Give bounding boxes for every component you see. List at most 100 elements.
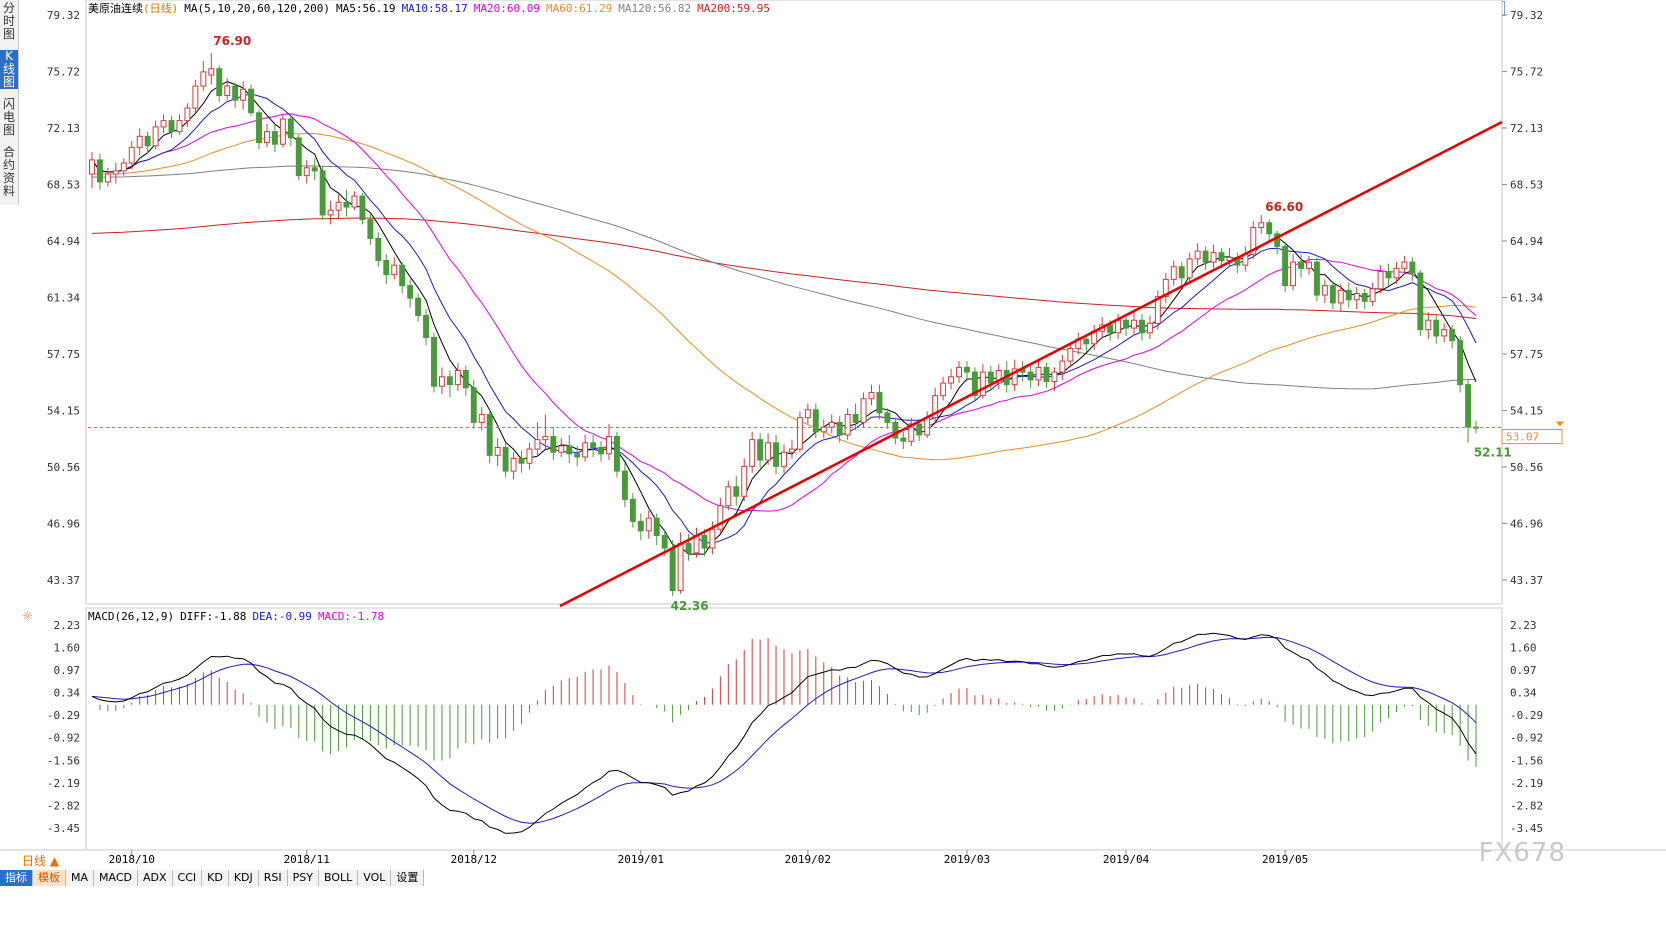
toolbar-kdj[interactable]: KDJ — [228, 870, 259, 886]
macd-axis-label-left: -1.56 — [47, 754, 80, 767]
candle-body — [1202, 250, 1209, 263]
candle-body — [1329, 285, 1336, 304]
candle-body — [192, 85, 199, 109]
tab-flash[interactable]: 闪电图 — [2, 97, 15, 137]
candle — [1067, 342, 1074, 368]
candle-body — [1067, 347, 1074, 362]
toolbar-template[interactable]: 模板 — [33, 870, 66, 886]
period-selector[interactable]: 日线 ▲ — [22, 854, 60, 868]
candle-body — [844, 414, 851, 436]
toolbar-kd[interactable]: KD — [202, 870, 229, 886]
candle-body — [542, 436, 549, 441]
candle-body — [1107, 324, 1114, 334]
candle — [765, 433, 772, 465]
candle — [319, 166, 326, 220]
candle-body — [828, 421, 835, 428]
price-axis-label-right: 50.56 — [1510, 461, 1543, 474]
candle-body — [566, 445, 573, 455]
toolbar-vol[interactable]: VOL — [358, 870, 392, 886]
toolbar-cci[interactable]: CCI — [172, 870, 203, 886]
legend-ma10: MA10:58.17 — [402, 2, 468, 15]
toolbar-settings[interactable]: 设置 — [391, 870, 425, 886]
macd-pane — [85, 607, 1503, 851]
candle-body — [375, 237, 382, 261]
macd-legend-macd: MACD:-1.78 — [318, 610, 384, 623]
candle — [621, 463, 628, 508]
legend-ma-spec: MA(5,10,20,60,120,200) — [184, 2, 330, 15]
toolbar-boll[interactable]: BOLL — [318, 870, 359, 886]
settings-sun-icon[interactable]: ☼ — [22, 609, 33, 623]
tab-kline[interactable]: K线图 — [0, 50, 18, 89]
price-axis-label-left: 54.15 — [47, 405, 80, 418]
candle — [844, 408, 851, 440]
candle — [1162, 273, 1169, 303]
tab-intraday[interactable]: 分时图 — [2, 1, 15, 41]
tab-contract-info[interactable]: 合约资料 — [2, 145, 15, 198]
candle — [812, 403, 819, 439]
candle-body — [924, 417, 931, 436]
candle — [1393, 262, 1400, 285]
candle — [963, 361, 970, 382]
candle — [582, 434, 589, 462]
macd-axis-label-left: -2.82 — [47, 799, 80, 812]
toolbar-macd[interactable]: MACD — [94, 870, 138, 886]
candle-body — [971, 371, 978, 397]
macd-axis-label-right: -3.45 — [1510, 822, 1543, 835]
candle — [1186, 252, 1193, 285]
candle — [311, 158, 318, 181]
candle-body — [176, 120, 183, 133]
toolbar-indicator[interactable]: 指标 — [0, 870, 33, 886]
candle — [1377, 265, 1384, 294]
candle-body — [431, 336, 437, 387]
candle — [645, 510, 652, 539]
candle — [1170, 260, 1177, 286]
toolbar-ma[interactable]: MA — [66, 870, 95, 886]
candle — [287, 115, 294, 146]
candle — [613, 431, 620, 478]
toolbar-adx[interactable]: ADX — [138, 870, 173, 886]
candle — [279, 114, 286, 148]
candle-body — [423, 314, 430, 338]
candle-body — [367, 219, 374, 239]
annotation-low-52-11: 52.11 — [1474, 446, 1512, 460]
candle-body — [462, 370, 469, 389]
candle — [89, 152, 95, 189]
price-axis-label-right: 43.37 — [1510, 574, 1543, 587]
candle — [1401, 255, 1408, 275]
candle — [168, 115, 175, 138]
candle-body — [1194, 250, 1201, 260]
candle-body — [1035, 366, 1042, 381]
candle-body — [979, 371, 986, 397]
candle-body — [868, 392, 875, 400]
candle — [868, 384, 875, 406]
candle-body — [438, 376, 445, 387]
candle-body — [168, 120, 175, 133]
candle-body — [1258, 222, 1265, 228]
date-label: 2018/11 — [284, 853, 330, 866]
annotation-low-42-36: 42.36 — [671, 599, 709, 613]
candle — [1194, 243, 1201, 266]
legend-ma120: MA120:56.82 — [618, 2, 691, 15]
candle — [932, 387, 939, 423]
date-label: 2018/10 — [109, 853, 155, 866]
candle — [804, 403, 811, 424]
candle — [836, 416, 843, 443]
candle — [995, 364, 1002, 390]
candle — [1298, 254, 1304, 278]
candle — [1329, 280, 1336, 310]
candle — [1202, 246, 1209, 270]
legend-ma5: MA5:56.19 — [336, 2, 396, 15]
candle-body — [1115, 319, 1122, 334]
candle — [454, 362, 461, 391]
candle — [701, 529, 708, 556]
candle-body — [733, 486, 740, 497]
toolbar-rsi[interactable]: RSI — [258, 870, 288, 886]
candle — [438, 367, 445, 395]
candle — [494, 438, 501, 467]
toolbar-psy[interactable]: PSY — [287, 870, 319, 886]
legend: 美原油连续(日线) MA(5,10,20,60,120,200) MA5:56.19… — [88, 1, 770, 15]
candle — [240, 81, 247, 110]
price-arrow-icon — [1556, 421, 1564, 427]
candle-body — [224, 85, 231, 96]
candle-body — [765, 442, 772, 461]
